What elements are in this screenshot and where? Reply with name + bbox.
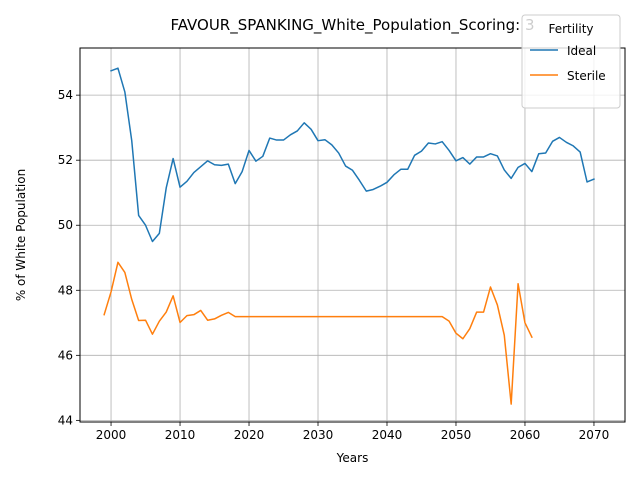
x-tick-label: 2020 — [234, 428, 265, 442]
legend: Fertility Ideal Sterile — [521, 14, 621, 109]
x-tick-label: 2000 — [96, 428, 127, 442]
plot-frame — [79, 47, 626, 423]
y-tick-label: 48 — [58, 283, 73, 297]
gridlines — [80, 48, 625, 422]
y-tick-label: 52 — [58, 153, 73, 167]
y-tick-label: 54 — [58, 88, 73, 102]
x-tick-label: 2070 — [579, 428, 610, 442]
chart-title: FAVOUR_SPANKING_White_Population_Scoring… — [170, 16, 534, 35]
y-axis-label: % of White Population — [14, 169, 28, 301]
legend-label-sterile: Sterile — [567, 69, 606, 83]
x-tick-label: 2030 — [303, 428, 334, 442]
x-axis-ticks: 2000 2010 2020 2030 2040 2050 2060 2070 — [96, 422, 609, 442]
y-axis-ticks: 44 46 48 50 52 54 — [58, 88, 80, 427]
legend-title: Fertility — [548, 22, 593, 36]
x-tick-label: 2040 — [372, 428, 403, 442]
series-line-ideal — [110, 67, 595, 243]
y-tick-label: 46 — [58, 348, 73, 362]
data-series — [103, 67, 595, 405]
y-tick-label: 44 — [58, 413, 73, 427]
legend-label-ideal: Ideal — [567, 44, 596, 58]
series-line-sterile — [103, 261, 533, 405]
legend-box — [521, 14, 621, 109]
x-tick-label: 2060 — [510, 428, 541, 442]
x-tick-label: 2010 — [165, 428, 196, 442]
x-axis-label: Years — [336, 451, 369, 465]
x-tick-label: 2050 — [441, 428, 472, 442]
y-tick-label: 50 — [58, 218, 73, 232]
